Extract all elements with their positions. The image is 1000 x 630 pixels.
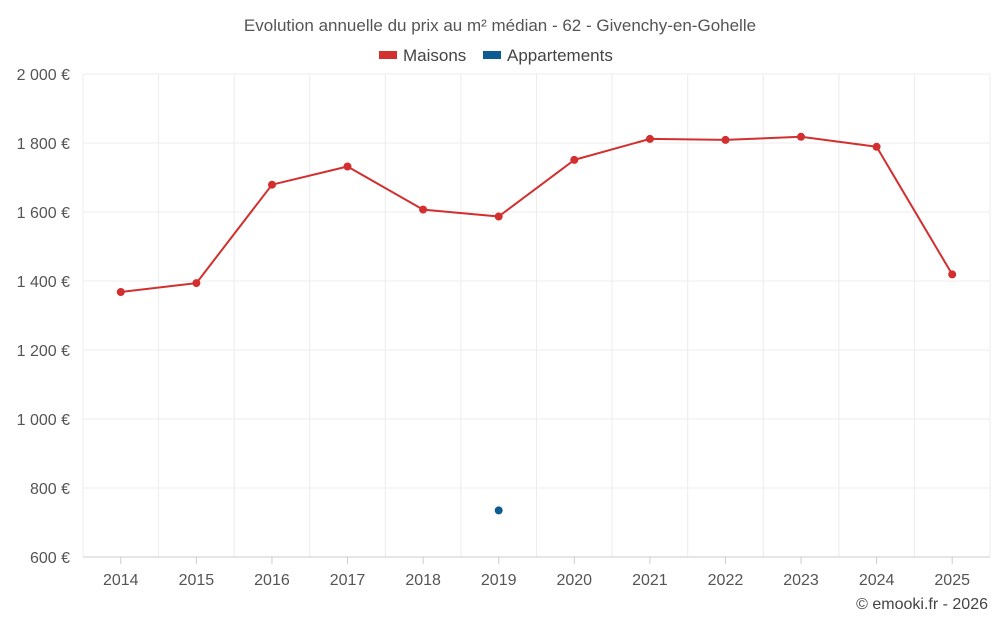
x-tick-label: 2024 <box>859 572 895 589</box>
y-tick-label: 1 600 € <box>17 205 70 222</box>
y-tick-label: 2 000 € <box>17 67 70 84</box>
x-tick-label: 2020 <box>556 572 592 589</box>
series-line-maisons <box>120 135 954 293</box>
legend: Maisons Appartements <box>379 46 613 65</box>
series-layer <box>116 132 957 515</box>
data-point-maisons-2021 <box>645 134 654 143</box>
data-point-maisons-2019 <box>494 212 503 221</box>
credit-text: © emooki.fr - 2026 <box>856 596 988 613</box>
x-tick-label: 2017 <box>330 572 366 589</box>
chart-title: Evolution annuelle du prix au m² médian … <box>244 16 756 35</box>
data-point-appartements-2019 <box>494 506 503 515</box>
y-tick-label: 1 000 € <box>17 412 70 429</box>
data-point-maisons-2015 <box>192 279 201 288</box>
x-tick-label: 2023 <box>783 572 819 589</box>
y-tick-label: 800 € <box>30 481 70 498</box>
data-point-maisons-2020 <box>570 155 579 164</box>
legend-swatch-appartements <box>483 51 501 59</box>
legend-label-maisons[interactable]: Maisons <box>403 46 466 65</box>
grid <box>82 73 991 557</box>
x-tick-label: 2018 <box>405 572 441 589</box>
x-tick-label: 2015 <box>179 572 215 589</box>
x-tick-label: 2022 <box>708 572 744 589</box>
data-point-maisons-2025 <box>948 270 957 279</box>
x-tick-label: 2025 <box>934 572 970 589</box>
data-point-maisons-2022 <box>721 135 730 144</box>
x-tick-label: 2019 <box>481 572 517 589</box>
legend-swatch-maisons <box>379 51 397 59</box>
data-point-maisons-2024 <box>872 142 881 151</box>
data-point-maisons-2014 <box>116 288 125 296</box>
data-point-maisons-2016 <box>268 180 276 189</box>
y-tick-label: 600 € <box>30 550 70 567</box>
x-tick-label: 2014 <box>103 572 139 589</box>
data-point-maisons-2023 <box>797 132 805 141</box>
legend-label-appartements[interactable]: Appartements <box>507 46 613 65</box>
x-tick-label: 2016 <box>254 572 290 589</box>
y-tick-label: 1 800 € <box>17 136 70 153</box>
y-tick-label: 1 200 € <box>17 343 70 360</box>
data-point-maisons-2017 <box>343 162 352 171</box>
x-tick-label: 2021 <box>632 572 668 589</box>
data-point-maisons-2018 <box>419 205 428 214</box>
axes: 600 € 800 € 1 000 € 1 200 € 1 400 € 1 600 € 1 … <box>17 67 990 589</box>
y-tick-label: 1 400 € <box>17 274 70 291</box>
